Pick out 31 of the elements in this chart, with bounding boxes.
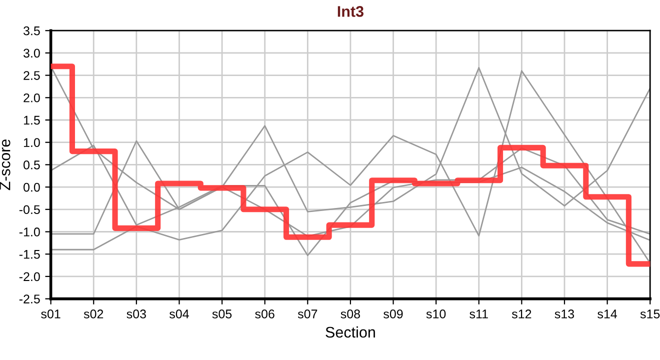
- y-tick-label: 1.0: [24, 138, 40, 147]
- x-tick-label: s09: [384, 310, 403, 318]
- y-tick-label: -2.0: [19, 272, 40, 282]
- y-tick-label: 1.5: [24, 116, 40, 125]
- y-tick-label: -1.0: [19, 228, 40, 236]
- x-tick-label: s07: [298, 310, 318, 318]
- y-tick-label: 3.0: [24, 48, 40, 58]
- y-tick-label: -1.5: [19, 250, 40, 259]
- x-tick-label: s06: [255, 310, 274, 318]
- x-tick-label: s10: [426, 310, 446, 318]
- y-tick-label: 2.0: [24, 93, 40, 102]
- y-tick-label: 0.5: [24, 160, 40, 170]
- y-axis-title: Z-score: [0, 139, 10, 190]
- x-tick-label: s15: [640, 310, 660, 318]
- x-tick-label: s03: [126, 310, 146, 318]
- x-tick-label: s12: [512, 310, 532, 318]
- x-tick-label: s01: [41, 310, 60, 318]
- x-tick-label: s02: [84, 310, 104, 318]
- y-tick-label: -2.5: [19, 294, 40, 304]
- x-tick-label: s14: [598, 310, 618, 318]
- y-tick-label: 0.0: [24, 182, 40, 192]
- y-tick-label: 3.5: [24, 26, 40, 36]
- x-axis-title: Section: [326, 326, 375, 338]
- x-tick-label: s05: [212, 310, 232, 318]
- y-tick-label: -0.5: [19, 205, 40, 214]
- x-tick-label: s11: [470, 310, 488, 318]
- x-tick-label: s08: [340, 310, 360, 318]
- x-tick-label: s13: [554, 310, 574, 318]
- x-tick-label: s04: [170, 310, 189, 318]
- y-tick-label: 2.5: [24, 71, 40, 80]
- chart-title: Int3: [338, 6, 364, 17]
